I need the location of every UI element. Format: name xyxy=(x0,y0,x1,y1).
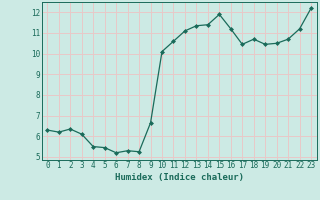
X-axis label: Humidex (Indice chaleur): Humidex (Indice chaleur) xyxy=(115,173,244,182)
